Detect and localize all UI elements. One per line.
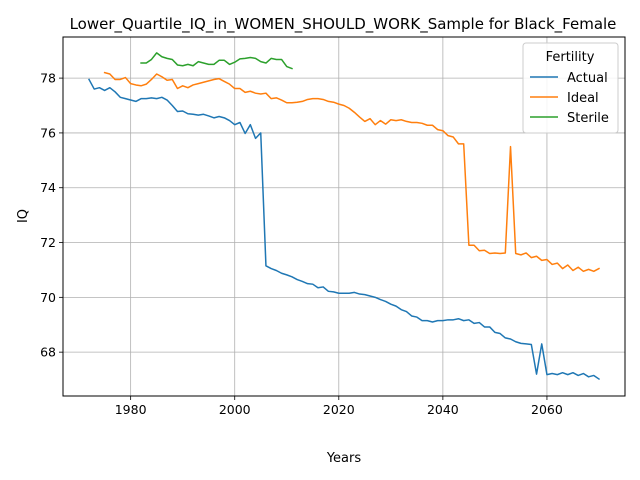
x-tick-label: 2000 — [219, 402, 251, 417]
legend-label-sterile: Sterile — [567, 111, 609, 126]
x-tick-label: 1980 — [115, 402, 147, 417]
legend-label-ideal: Ideal — [567, 91, 599, 106]
x-axis-label: Years — [326, 451, 362, 466]
x-tick-label: 2020 — [323, 402, 355, 417]
x-tick-label: 2040 — [427, 402, 459, 417]
legend-label-actual: Actual — [567, 71, 608, 86]
legend: Fertility Actual Ideal Sterile — [523, 43, 618, 133]
y-tick-label: 78 — [40, 71, 56, 86]
y-tick-label: 74 — [40, 180, 56, 195]
chart-title: Lower_Quartile_IQ_in_WOMEN_SHOULD_WORK_S… — [70, 15, 617, 34]
y-tick-label: 76 — [40, 125, 56, 140]
y-tick-label: 68 — [40, 345, 56, 360]
legend-title: Fertility — [546, 50, 595, 65]
y-tick-label: 72 — [40, 235, 56, 250]
y-axis-label: IQ — [16, 209, 31, 223]
x-tick-label: 2060 — [531, 402, 563, 417]
y-tick-label: 70 — [40, 290, 56, 305]
